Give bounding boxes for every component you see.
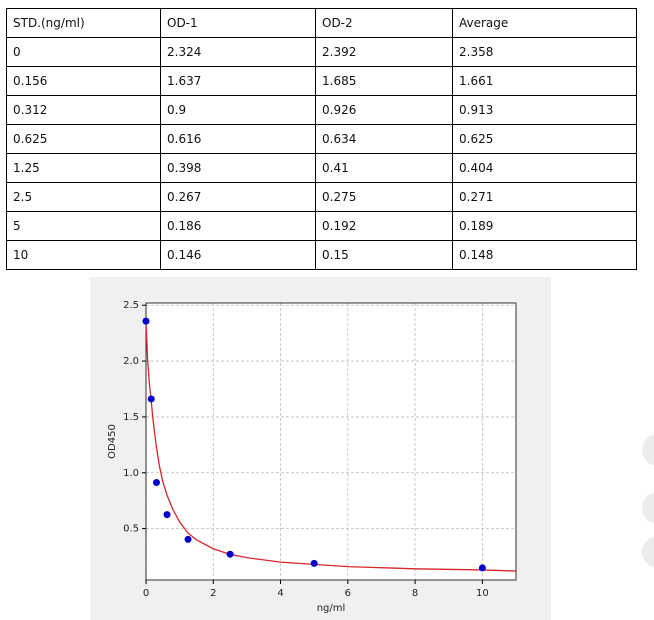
x-tick-label: 10 [476, 588, 489, 599]
table-cell: 5 [6, 211, 161, 241]
table-cell: 0.616 [160, 124, 316, 154]
data-point [147, 395, 155, 403]
fit-curve [145, 320, 517, 572]
data-table: STD.(ng/ml) OD-1 OD-2 Average 0 2.324 2.392 2.3… [6, 8, 637, 270]
x-axis-label: ng/ml [317, 603, 346, 614]
table-row: 5 0.186 0.192 0.189 [6, 211, 637, 241]
table-cell: 2.358 [452, 37, 637, 67]
table-cell: 0.312 [6, 95, 161, 125]
table-cell: 0.275 [315, 182, 453, 212]
table-cell: 0.9 [160, 95, 316, 125]
table-cell: 0.146 [160, 240, 316, 270]
table-cell: OD-1 [160, 8, 316, 38]
header-row: STD.(ng/ml) OD-1 OD-2 Average [6, 8, 637, 38]
x-tick-label: 6 [345, 588, 351, 599]
table-row: 0.625 0.616 0.634 0.625 [6, 124, 637, 154]
table-row: 0.156 1.637 1.685 1.661 [6, 66, 637, 96]
data-point [152, 478, 160, 486]
table-row: 0 2.324 2.392 2.358 [6, 37, 637, 67]
table-cell: 0.186 [160, 211, 316, 241]
table-cell: 0.404 [452, 153, 637, 183]
data-point [184, 535, 192, 543]
data-point [163, 511, 171, 519]
x-tick-label: 2 [210, 588, 216, 599]
table-row: 10 0.146 0.15 0.148 [6, 240, 637, 270]
table-cell: Average [452, 8, 637, 38]
plot-frame [145, 302, 517, 581]
data-point [478, 564, 486, 572]
side-button[interactable] [642, 492, 654, 524]
y-tick-label: 0.5 [123, 524, 139, 535]
table-cell: 0.913 [452, 95, 637, 125]
data-point [226, 550, 234, 558]
side-button[interactable] [642, 536, 654, 568]
table-cell: STD.(ng/ml) [6, 8, 161, 38]
y-tick-label: 2.0 [123, 356, 139, 367]
table-cell: 0.15 [315, 240, 453, 270]
data-point [142, 317, 150, 325]
x-tick-label: 8 [412, 588, 418, 599]
y-tick-label: 1.5 [123, 412, 139, 423]
table-cell: 0.398 [160, 153, 316, 183]
table-cell: 0.148 [452, 240, 637, 270]
x-tick-label: 0 [143, 588, 149, 599]
side-button[interactable] [642, 434, 654, 466]
y-axis-label: OD450 [107, 424, 118, 459]
x-tick-label: 4 [277, 588, 283, 599]
table-cell: 0.634 [315, 124, 453, 154]
table-cell: 2.392 [315, 37, 453, 67]
data-point [310, 559, 318, 567]
plot-area [146, 303, 516, 580]
y-tick-label: 2.5 [123, 300, 139, 311]
y-tick-label: 1.0 [123, 468, 139, 479]
